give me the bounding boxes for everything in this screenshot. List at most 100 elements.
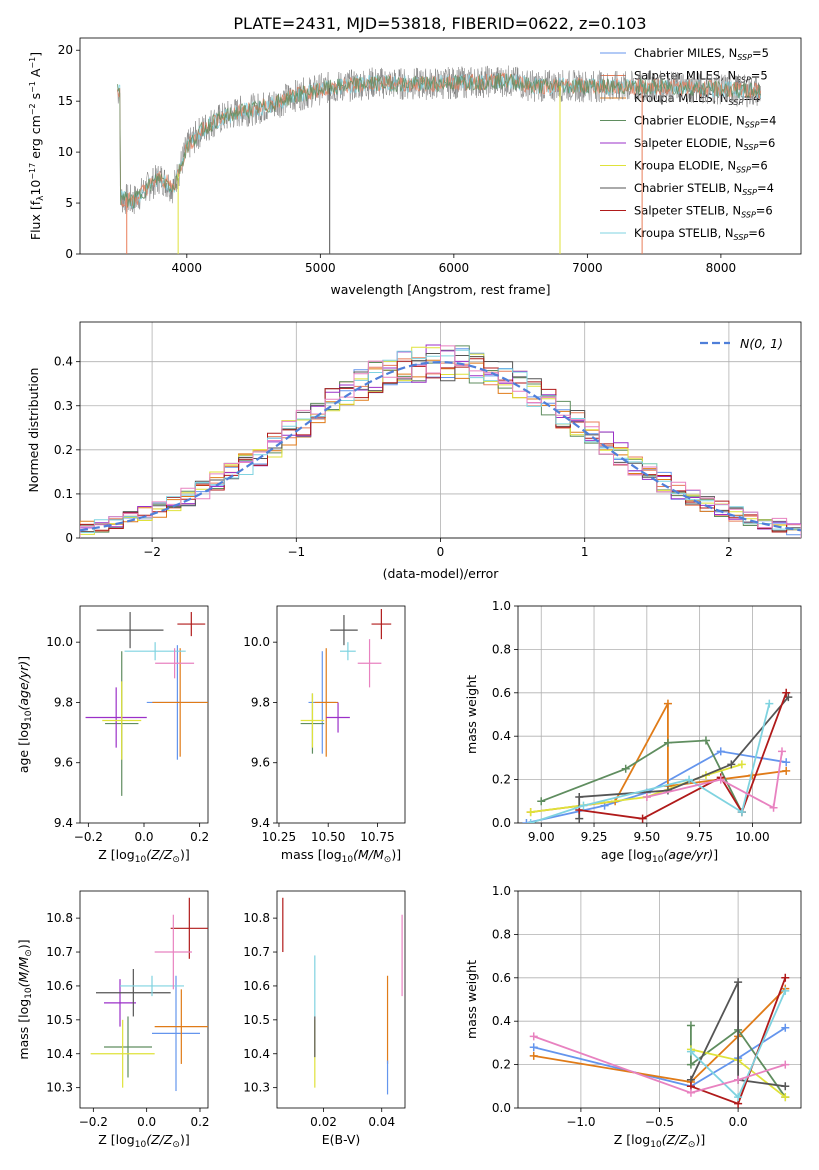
x-tick-label: −1: [287, 545, 305, 559]
mass-weight-marker: [686, 1021, 695, 1030]
y-tick-label: 0.4: [492, 1014, 511, 1028]
spectrum-frame: [79, 37, 802, 255]
mass-vs-z-points: [90, 897, 208, 1092]
y-tick-label: 0.8: [492, 927, 511, 941]
y-tick-label: 0.4: [492, 729, 511, 743]
y-tick-label: 0.8: [492, 642, 511, 656]
y-tick-label: 0.2: [492, 1058, 511, 1072]
mass-weight-marker: [782, 766, 791, 775]
y-tick-label: 10.6: [46, 979, 73, 993]
x-tick-label: −0.2: [79, 1115, 108, 1129]
spectrum-axes: 4000 5000 6000 7000 8000 0 5 10 15 20 wavelength […: [28, 37, 802, 297]
data-spectrum-line: [117, 65, 761, 214]
mass-weight-marker: [529, 1043, 538, 1052]
mass-weight-line: [646, 751, 783, 810]
x-tick-label: 0.02: [310, 1115, 337, 1129]
x-tick-label: −1.0: [566, 1115, 595, 1129]
mass-weight-marker: [663, 738, 672, 747]
mass-weight-marker: [737, 760, 746, 769]
x-axis-label: Z [log10(Z/Z⊙)]: [98, 847, 189, 865]
y-axis-label: mass [log10(M/M⊙)]: [16, 939, 34, 1059]
x-tick-label: 10.25: [262, 830, 296, 844]
mass-weight-line: [530, 703, 771, 823]
x-tick-label: 0.0: [729, 1115, 748, 1129]
mass-weight-vs-age-series: [522, 688, 793, 823]
residuals-axes: −2 −1 0 1 2 0 0.1 0.2 0.3 0.4 (data-model)/error No…: [26, 321, 802, 581]
x-tick-label: 1: [581, 545, 589, 559]
x-tick-label: 6000: [439, 261, 470, 275]
age-vs-mass-points: [300, 609, 392, 757]
y-axis-label: mass weight: [464, 960, 479, 1039]
x-tick-label: 9.50: [633, 830, 660, 844]
mass-weight-marker: [638, 814, 647, 823]
x-tick-label: 9.75: [686, 830, 713, 844]
x-tick-label: 0.04: [368, 1115, 395, 1129]
mass-weight-marker: [781, 1093, 790, 1102]
y-tick-label: 10.5: [243, 1013, 270, 1027]
mass-weight-marker: [529, 1032, 538, 1041]
y-tick-label: 9.4: [251, 816, 270, 830]
age-vs-z-frame: [79, 605, 209, 824]
mass-vs-ebv-axes: 0.02 0.04 10.3 10.4 10.5 10.6 10.7 10.8 E(B-V): [243, 890, 406, 1147]
x-axis-label: Z [log10(Z/Z⊙)]: [614, 1132, 705, 1150]
y-tick-label: 9.8: [54, 695, 73, 709]
age-vs-mass-axes: 10.25 10.50 10.75 9.4 9.6 9.8 10.0 mass [log10(…: [243, 605, 406, 865]
y-tick-label: 0.1: [54, 487, 73, 501]
y-tick-label: 20: [58, 43, 73, 57]
legend-entry: N(0, 1): [740, 336, 783, 351]
figure-title: PLATE=2431, MJD=53818, FIBERID=0622, z=0…: [233, 14, 646, 33]
mass-weight-marker: [782, 758, 791, 767]
mass-weight-marker: [701, 736, 710, 745]
mass-weight-marker: [663, 786, 672, 795]
y-tick-label: 10.5: [46, 1013, 73, 1027]
y-tick-label: 10.7: [243, 945, 270, 959]
mass-weight-marker: [784, 693, 793, 702]
x-tick-label: 9.00: [528, 830, 555, 844]
mass-weight-marker: [734, 1075, 743, 1084]
y-tick-label: 10.4: [243, 1047, 270, 1061]
mass-vs-ebv-points: [282, 897, 403, 1095]
x-tick-label: 0.0: [134, 830, 153, 844]
x-axis-label: age [log10(age/yr)]: [601, 847, 718, 865]
x-axis-label: Z [log10(Z/Z⊙)]: [98, 1132, 189, 1150]
y-tick-label: 0.6: [492, 971, 511, 985]
x-axis-label: E(B-V): [322, 1132, 361, 1147]
mass-weight-marker: [765, 699, 774, 708]
spectrum-traces: [117, 65, 762, 254]
mass-weight-line: [530, 763, 743, 813]
x-tick-label: −0.2: [74, 830, 103, 844]
y-tick-label: 10.3: [243, 1081, 270, 1095]
mass-weight-marker: [642, 792, 651, 801]
age-vs-z-axes: −0.2 0.0 0.2 9.4 9.6 9.8 10.0 age [log10(age/yr…: [16, 605, 209, 865]
mass-weight-marker: [686, 1088, 695, 1097]
mass-weight-marker: [529, 1051, 538, 1060]
x-axis-label: (data-model)/error: [383, 566, 500, 581]
y-axis-label: Flux [fλ10−17 erg cm−2 s−1 A−1]: [28, 52, 46, 240]
mass-weight-marker: [769, 803, 778, 812]
legend-entry: Chabrier MILES, NSSP=5: [634, 46, 769, 62]
x-axis-label: wavelength [Angstrom, rest frame]: [330, 282, 550, 297]
mass-weight-marker: [663, 699, 672, 708]
mass-weight-marker: [781, 1023, 790, 1032]
mass-weight-line: [690, 1025, 787, 1098]
mass-vs-ebv-frame: [276, 890, 406, 1109]
mass-weight-marker: [621, 764, 630, 773]
y-tick-label: 0.0: [492, 1101, 511, 1115]
mass-weight-vs-z-axes: −1.0 −0.5 0.0 0.0 0.2 0.4 0.6 0.8 1.0 mass weight…: [464, 884, 802, 1150]
mass-weight-marker: [575, 792, 584, 801]
mass-weight-marker: [782, 688, 791, 697]
legend-entry: Salpeter MILES, NSSP=5: [634, 69, 768, 85]
x-tick-label: 2: [725, 545, 733, 559]
mass-weight-marker: [781, 1082, 790, 1091]
mass-weight-marker: [686, 1047, 695, 1056]
x-tick-label: 10.75: [360, 830, 394, 844]
x-tick-label: 4000: [172, 261, 203, 275]
y-tick-label: 10.3: [46, 1081, 73, 1095]
x-tick-label: 5000: [305, 261, 336, 275]
y-tick-label: 10.8: [46, 911, 73, 925]
mass-weight-vs-z-series: [529, 973, 790, 1108]
mass-weight-marker: [727, 760, 736, 769]
mass-weight-marker: [575, 814, 584, 823]
mass-weight-marker: [526, 808, 535, 817]
mass-weight-line: [533, 1035, 786, 1094]
